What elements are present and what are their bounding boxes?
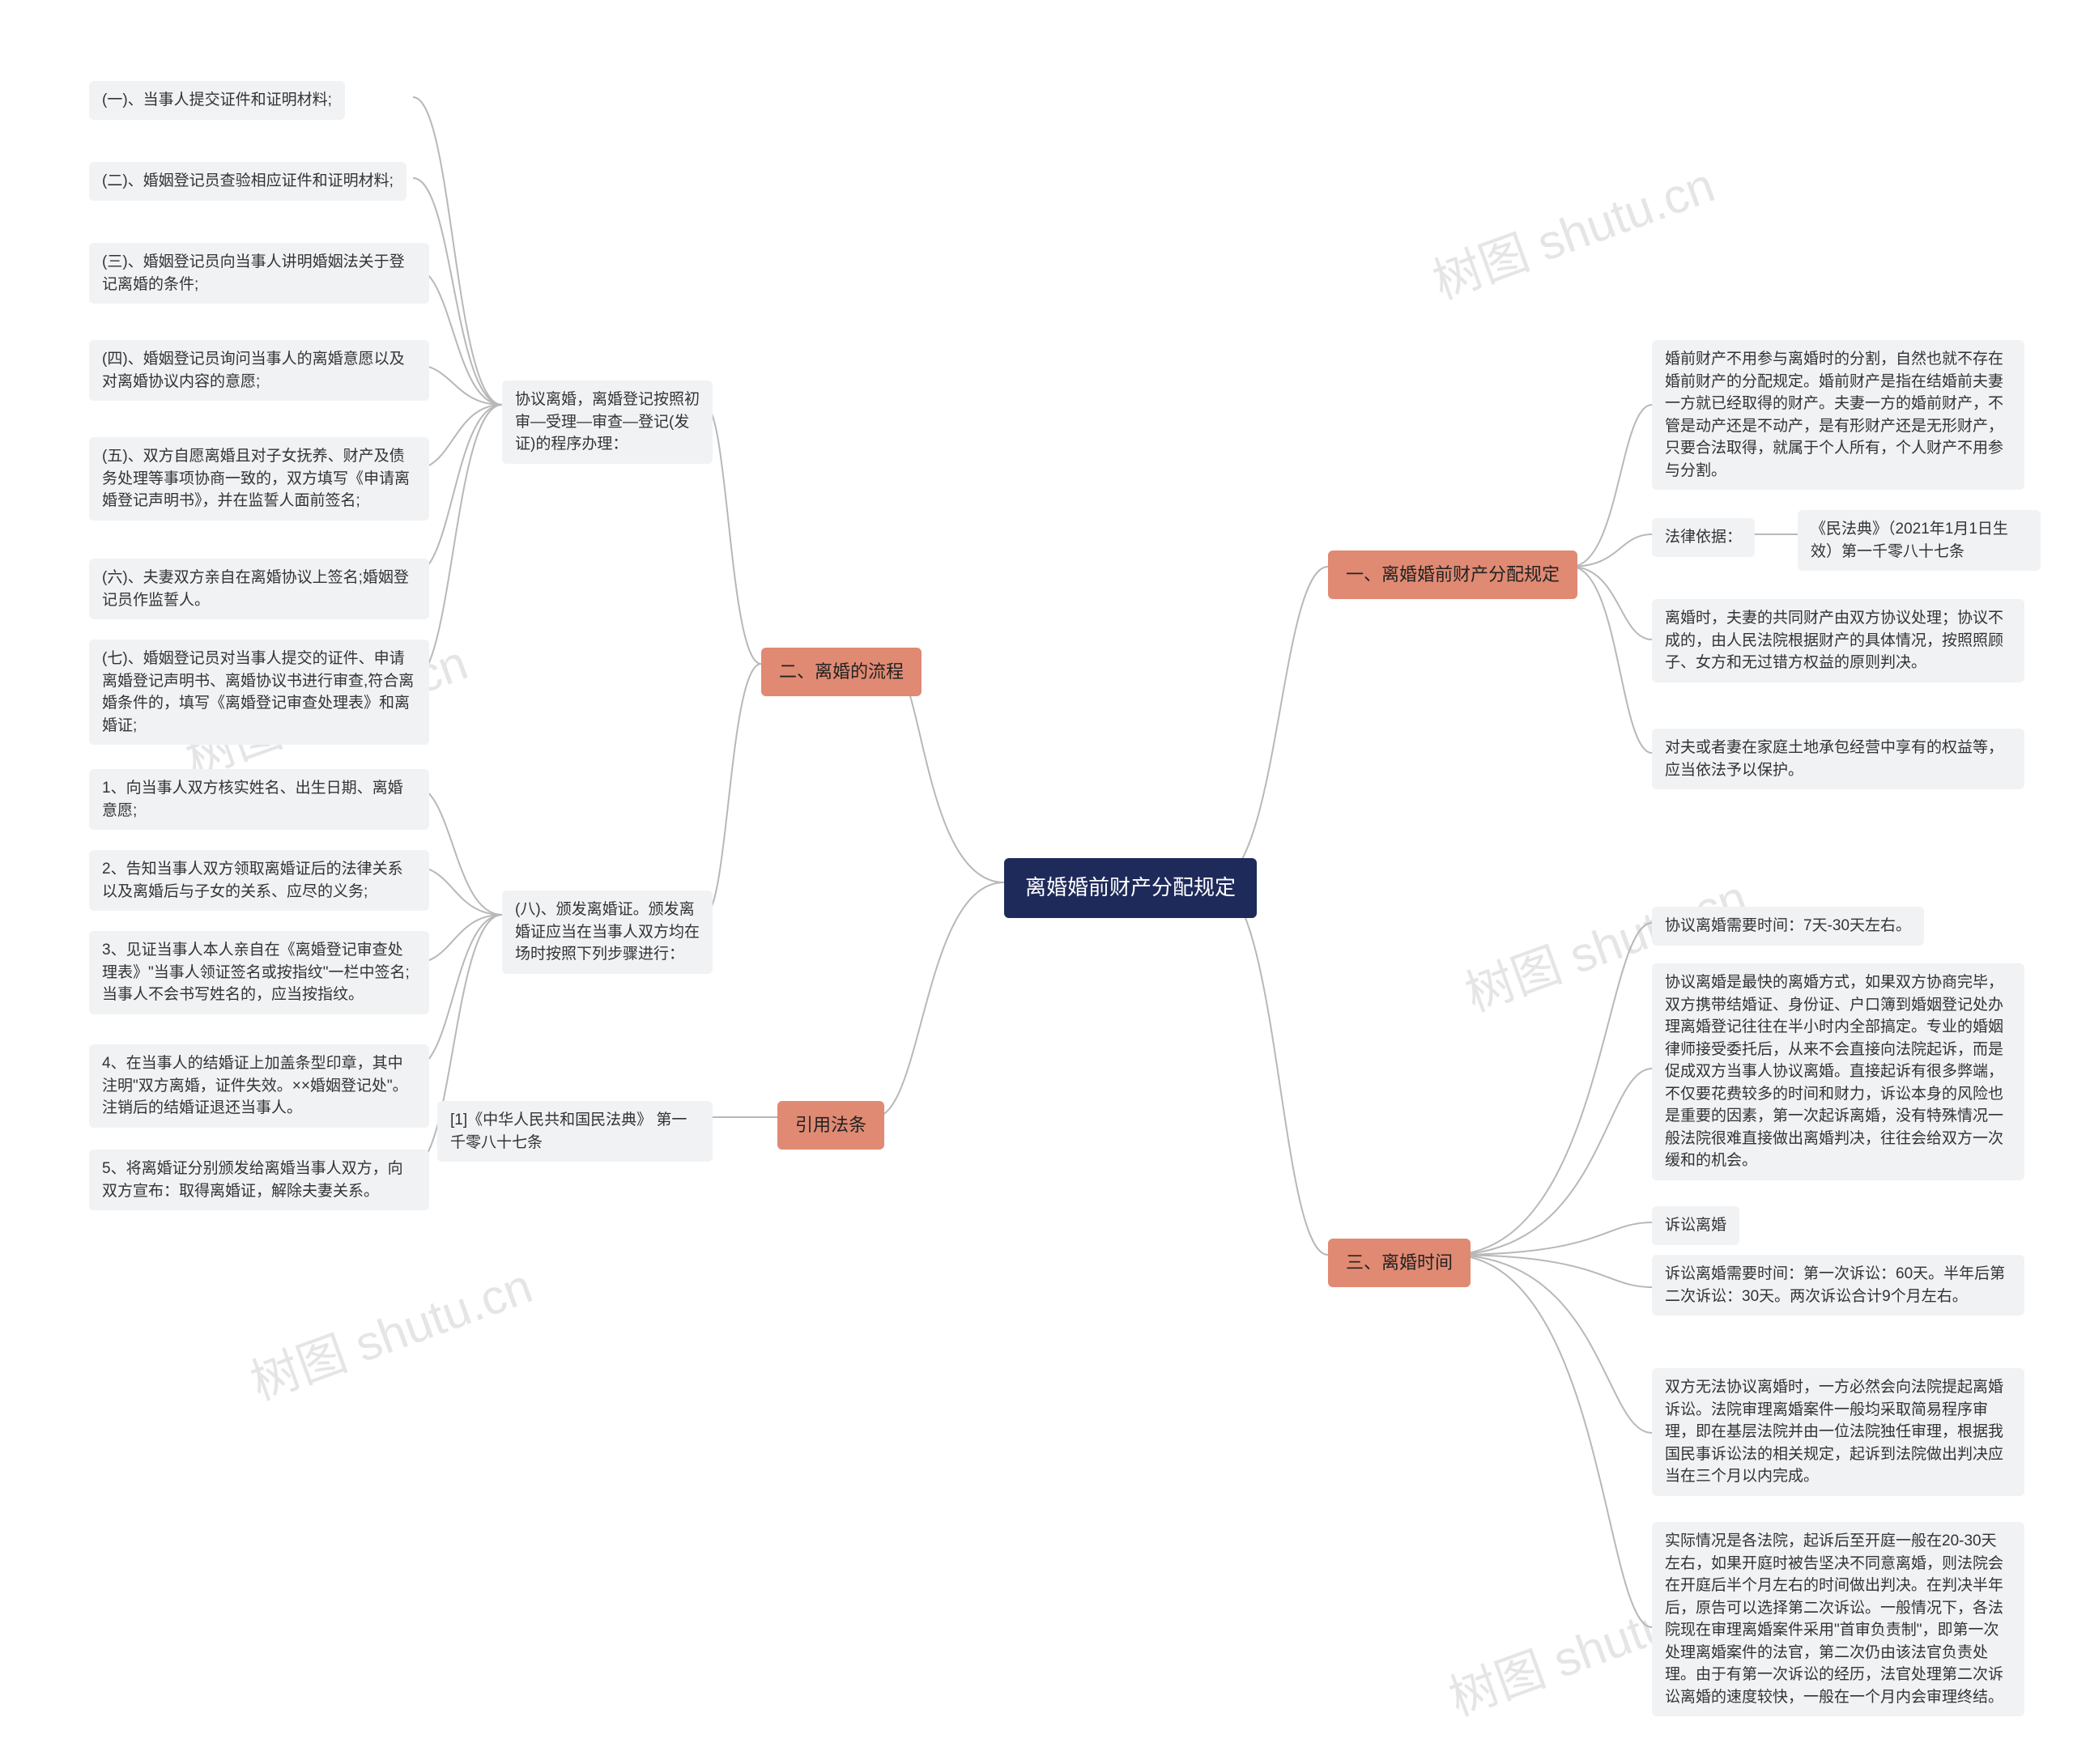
leaf-l2b3: 3、见证当事人本人亲自在《离婚登记审查处理表》"当事人领证签名或按指纹"一栏中签…: [89, 931, 429, 1014]
root-node: 离婚婚前财产分配规定: [1004, 858, 1257, 918]
branch-2: 二、离婚的流程: [761, 648, 922, 696]
leaf-l2a6: (六)、夫妻双方亲自在离婚协议上签名;婚姻登记员作监誓人。: [89, 559, 429, 619]
leaf-r1a: 婚前财产不用参与离婚时的分割，自然也就不存在婚前财产的分配规定。婚前财产是指在结…: [1652, 340, 2024, 490]
leaf-l2a4: (四)、婚姻登记员询问当事人的离婚意愿以及对离婚协议内容的意愿;: [89, 340, 429, 401]
leaf-l2b5: 5、将离婚证分别颁发给离婚当事人双方，向双方宣布：取得离婚证，解除夫妻关系。: [89, 1150, 429, 1210]
branch-3: 三、离婚时间: [1328, 1239, 1471, 1287]
leaf-r1b1: 《民法典》（2021年1月1日生效）第一千零八十七条: [1798, 510, 2041, 571]
leaf-l2a7: (七)、婚姻登记员对当事人提交的证件、申请离婚登记声明书、离婚协议书进行审查,符…: [89, 640, 429, 745]
watermark: 树图 shutu.cn: [240, 1247, 540, 1413]
branch-4: 引用法条: [777, 1101, 884, 1150]
watermark: 树图 shutu.cn: [1422, 146, 1722, 312]
leaf-r1c: 离婚时，夫妻的共同财产由双方协议处理；协议不成的，由人民法院根据财产的具体情况，…: [1652, 599, 2024, 682]
leaf-l2b2: 2、告知当事人双方领取离婚证后的法律关系以及离婚后与子女的关系、应尽的义务;: [89, 850, 429, 911]
leaf-r3b: 协议离婚是最快的离婚方式，如果双方协商完毕，双方携带结婚证、身份证、户口簿到婚姻…: [1652, 963, 2024, 1180]
leaf-r1d: 对夫或者妻在家庭土地承包经营中享有的权益等，应当依法予以保护。: [1652, 729, 2024, 789]
branch-1: 一、离婚婚前财产分配规定: [1328, 550, 1577, 599]
leaf-l2a1: (一)、当事人提交证件和证明材料;: [89, 81, 345, 120]
leaf-r3e: 双方无法协议离婚时，一方必然会向法院提起离婚诉讼。法院审理离婚案件一般均采取简易…: [1652, 1368, 2024, 1496]
leaf-r3c: 诉讼离婚: [1652, 1206, 1739, 1245]
leaf-r3f: 实际情况是各法院，起诉后至开庭一般在20-30天左右，如果开庭时被告坚决不同意离…: [1652, 1522, 2024, 1716]
leaf-r1b: 法律依据：: [1652, 518, 1755, 557]
leaf-l2b1: 1、向当事人双方核实姓名、出生日期、离婚意愿;: [89, 769, 429, 830]
leaf-l2a2: (二)、婚姻登记员查验相应证件和证明材料;: [89, 162, 407, 201]
leaf-l2a3: (三)、婚姻登记员向当事人讲明婚姻法关于登记离婚的条件;: [89, 243, 429, 304]
sub-2-2: (八)、颁发离婚证。颁发离婚证应当在当事人双方均在场时按照下列步骤进行：: [502, 891, 713, 974]
leaf-r3d: 诉讼离婚需要时间：第一次诉讼：60天。半年后第二次诉讼：30天。两次诉讼合计9个…: [1652, 1255, 2024, 1316]
sub-2-1: 协议离婚，离婚登记按照初审—受理—审查—登记(发证)的程序办理：: [502, 380, 713, 464]
leaf-l2b4: 4、在当事人的结婚证上加盖条型印章，其中注明"双方离婚，证件失效。××婚姻登记处…: [89, 1044, 429, 1128]
leaf-r3a: 协议离婚需要时间：7天-30天左右。: [1652, 907, 1924, 946]
leaf-l2a5: (五)、双方自愿离婚且对子女抚养、财产及债务处理等事项协商一致的，双方填写《申请…: [89, 437, 429, 521]
leaf-l4a: [1]《中华人民共和国民法典》 第一千零八十七条: [437, 1101, 713, 1162]
